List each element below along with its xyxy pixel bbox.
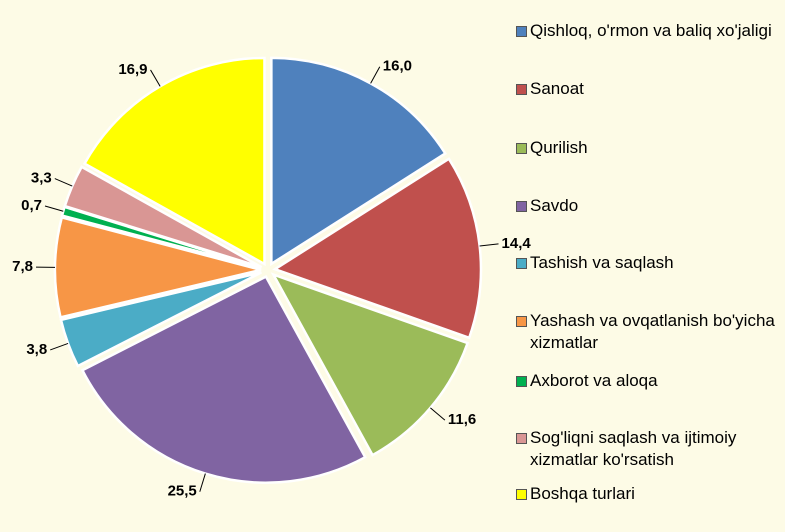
data-label: 25,5 (168, 483, 197, 500)
pie-slice (82, 56, 266, 267)
legend-item: Sanoat (516, 78, 785, 100)
legend-swatch (516, 316, 527, 327)
leader-line (479, 243, 499, 247)
legend-label: Sog'liqni saqlash va ijtimoiy xizmatlar … (530, 428, 737, 469)
legend-item: Qishloq, o'rmon va baliq xo'jaligi (516, 20, 785, 42)
legend-label: Axborot va aloqa (530, 371, 658, 390)
leader-line (54, 178, 73, 187)
legend-item: Yashash va ovqatlanish bo'yicha xizmatla… (516, 310, 785, 354)
data-label: 3,3 (31, 169, 52, 186)
data-label: 16,9 (118, 61, 147, 78)
pie-slice (270, 56, 448, 267)
leader-line (370, 66, 381, 84)
legend-label: Savdo (530, 196, 579, 215)
legend-label: Tashish va saqlash (530, 253, 674, 272)
pie-slice (270, 272, 470, 457)
legend-label: Boshqa turlari (530, 484, 635, 503)
legend-item: Savdo (516, 195, 785, 217)
data-label: 11,6 (448, 411, 476, 428)
legend-item: Tashish va saqlash (516, 252, 785, 274)
legend-swatch (516, 376, 527, 387)
legend-item: Sog'liqni saqlash va ijtimoiy xizmatlar … (516, 427, 785, 471)
data-label: 14,4 (502, 235, 532, 252)
leader-line (44, 205, 64, 212)
legend-swatch (516, 433, 527, 444)
legend-item: Boshqa turlari (516, 483, 785, 505)
legend-label: Yashash va ovqatlanish bo'yicha xizmatla… (530, 311, 775, 352)
legend-label: Qurilish (530, 138, 588, 157)
data-label: 16,0 (383, 58, 412, 75)
legend-label: Qishloq, o'rmon va baliq xo'jaligi (530, 21, 772, 40)
leader-line (199, 473, 206, 492)
data-label: 0,7 (21, 197, 42, 214)
pie-slice (53, 215, 262, 319)
legend-item: Axborot va aloqa (516, 370, 785, 392)
legend-swatch (516, 84, 527, 95)
legend-swatch (516, 26, 527, 37)
legend-swatch (516, 143, 527, 154)
leader-line (50, 342, 69, 351)
data-label: 3,8 (26, 341, 47, 358)
legend-swatch (516, 258, 527, 269)
legend-item: Qurilish (516, 137, 785, 159)
pie-slice (59, 271, 262, 368)
leader-line (150, 69, 161, 87)
pie-slice (63, 165, 263, 269)
pie-slice (272, 157, 483, 340)
data-label: 7,8 (12, 258, 33, 275)
legend-swatch (516, 201, 527, 212)
legend-label: Sanoat (530, 79, 584, 98)
leader-line (430, 407, 446, 421)
legend-swatch (516, 489, 527, 500)
